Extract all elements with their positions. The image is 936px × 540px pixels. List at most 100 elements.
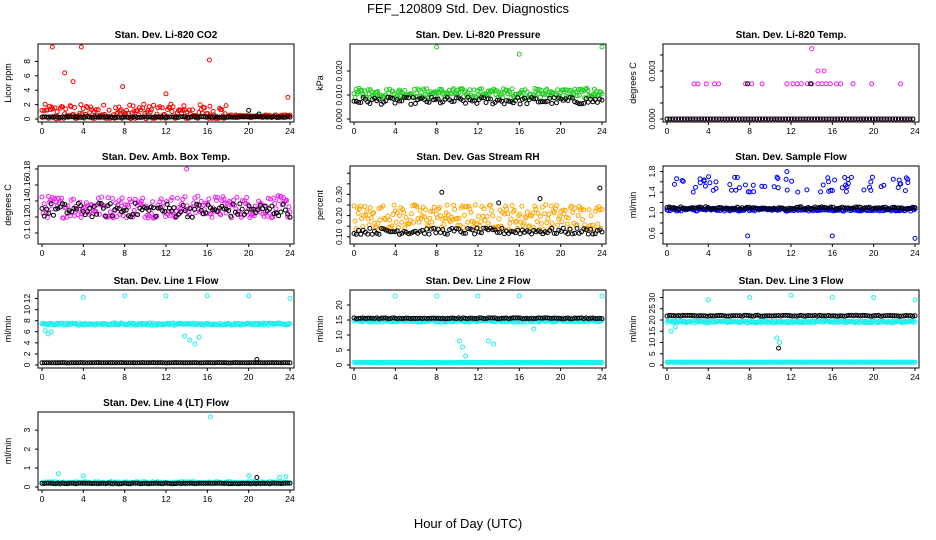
data-point	[363, 212, 369, 218]
data-point	[543, 202, 549, 208]
data-point	[852, 116, 858, 122]
plot-frame	[662, 289, 920, 369]
data-point	[146, 114, 152, 120]
data-point	[395, 88, 401, 94]
data-point	[531, 316, 537, 322]
data-point	[285, 480, 291, 486]
data-point	[437, 86, 443, 92]
data-point	[801, 206, 806, 212]
data-point	[737, 313, 743, 319]
data-point	[508, 229, 514, 234]
data-point	[96, 114, 102, 120]
data-point	[596, 318, 602, 324]
data-point	[494, 229, 500, 235]
data-point	[753, 312, 759, 318]
y-tick-label: 2	[22, 446, 32, 451]
data-point	[890, 176, 896, 182]
data-point	[239, 114, 245, 120]
data-point	[406, 231, 412, 237]
x-tick-label: 20	[869, 248, 879, 258]
data-point	[187, 360, 193, 366]
y-tick-label: 10	[647, 338, 657, 348]
data-point	[78, 360, 84, 366]
x-tick-label: 12	[473, 126, 483, 136]
y-tick-label: 0	[22, 484, 32, 489]
data-point	[703, 81, 709, 87]
data-point	[60, 360, 65, 366]
data-point	[390, 88, 396, 94]
data-point	[181, 103, 187, 109]
data-point	[276, 198, 282, 204]
data-point	[393, 219, 399, 225]
data-point	[485, 220, 491, 226]
data-point	[502, 211, 507, 217]
data-point	[185, 480, 191, 486]
data-point	[599, 91, 605, 97]
data-point	[46, 360, 52, 366]
data-point	[835, 313, 841, 319]
data-point	[169, 109, 175, 115]
data-point	[75, 480, 81, 486]
data-point	[447, 316, 453, 321]
data-point	[255, 480, 261, 486]
data-point	[417, 315, 423, 321]
data-point	[214, 360, 220, 366]
data-point	[78, 203, 84, 209]
data-point	[491, 341, 496, 347]
data-point	[907, 116, 913, 122]
data-point	[365, 231, 371, 237]
data-point	[896, 116, 901, 122]
data-point	[287, 321, 293, 326]
data-point	[157, 114, 163, 120]
data-point	[39, 360, 45, 366]
data-point	[725, 116, 731, 122]
data-point	[283, 474, 289, 480]
data-point	[96, 481, 102, 487]
data-point	[176, 480, 181, 486]
data-point	[504, 206, 510, 212]
data-point	[442, 215, 448, 221]
data-point	[60, 201, 65, 207]
data-point	[121, 480, 127, 486]
data-point	[191, 200, 197, 206]
data-point	[572, 230, 578, 236]
data-point	[820, 116, 826, 122]
data-point	[219, 480, 225, 486]
data-point	[729, 187, 734, 193]
data-point	[387, 229, 393, 235]
data-point	[538, 99, 544, 105]
data-point	[201, 360, 206, 366]
data-point	[194, 201, 200, 207]
data-point	[794, 204, 800, 210]
x-tick-label: 16	[515, 372, 525, 382]
data-point	[842, 313, 847, 319]
data-point	[62, 360, 68, 366]
data-point	[876, 205, 882, 211]
data-point	[469, 227, 475, 233]
data-point	[226, 360, 232, 366]
data-point	[670, 116, 676, 122]
data-point	[892, 313, 897, 319]
data-point	[861, 116, 867, 122]
data-point	[187, 480, 193, 486]
data-point	[838, 81, 844, 87]
data-point	[675, 313, 681, 318]
y-tick-label: 0.000	[647, 108, 657, 130]
data-point	[905, 180, 911, 186]
data-point	[132, 200, 138, 206]
data-point	[497, 316, 503, 322]
data-point	[508, 315, 514, 321]
data-point	[746, 204, 752, 210]
data-point	[130, 480, 136, 486]
data-point	[190, 107, 195, 113]
data-point	[146, 481, 152, 487]
data-point	[358, 100, 364, 105]
data-point	[680, 178, 686, 184]
data-point	[64, 360, 70, 366]
data-point	[285, 214, 291, 220]
data-point	[162, 208, 168, 214]
data-point	[733, 187, 739, 193]
data-point	[878, 116, 884, 122]
data-point	[580, 217, 585, 222]
data-point	[248, 206, 254, 212]
